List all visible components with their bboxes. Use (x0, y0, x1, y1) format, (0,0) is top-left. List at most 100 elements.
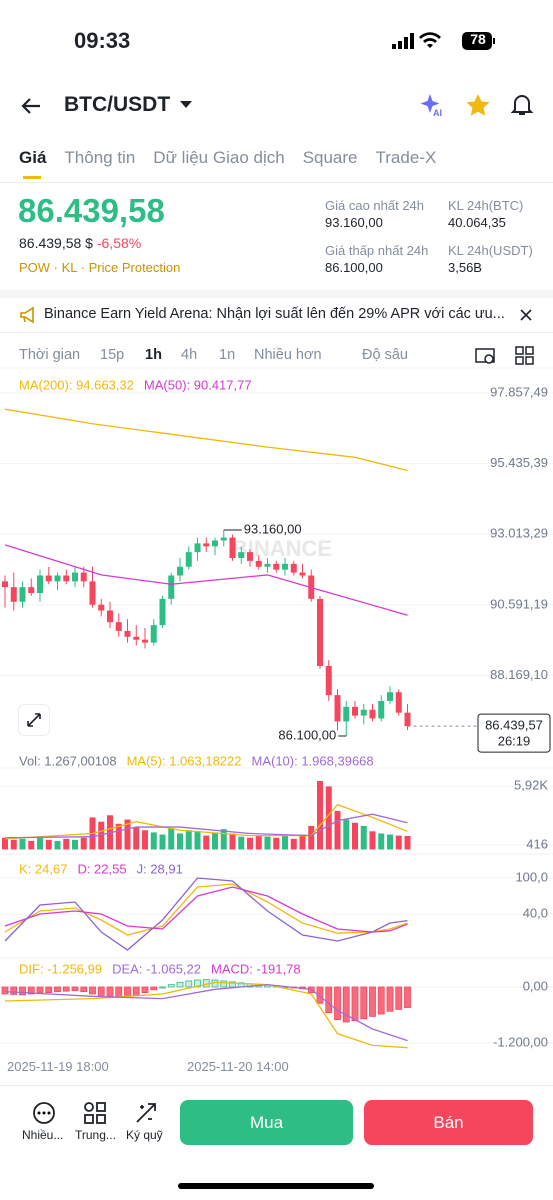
action-label[interactable]: Trung... (75, 1128, 116, 1142)
candle-body (343, 706, 350, 722)
candle-body (369, 709, 376, 719)
macd-bar (369, 986, 376, 1017)
sell-button[interactable]: Bán (364, 1100, 533, 1145)
macd-bar (159, 986, 166, 989)
y-tick-label: 90.591,19 (490, 596, 548, 611)
tab[interactable]: Giá (19, 148, 47, 167)
banner[interactable]: Binance Earn Yield Arena: Nhận lợi suất … (44, 306, 504, 322)
volume-bar (334, 811, 341, 850)
action-label[interactable]: Nhiều... (22, 1128, 64, 1142)
candle-body (107, 610, 113, 623)
legend-entry: MACD: -191,78 (211, 961, 301, 976)
macd-bar (360, 986, 368, 1020)
more-icon[interactable] (32, 1101, 56, 1125)
legend-entry: MA(10): 1.968,39668 (252, 753, 374, 768)
macd-bar (167, 984, 175, 988)
candle-body (203, 543, 210, 547)
expand-button[interactable] (18, 704, 50, 736)
chart-tools[interactable] (475, 346, 535, 366)
status-icons (392, 32, 495, 50)
tabs: Giá Thông tin Dữ liệu Giao dịch Square Trade… (19, 148, 436, 168)
tag[interactable]: Price Protection (88, 260, 181, 275)
y-tick-label: 40,0 (523, 905, 548, 920)
volume-bar (54, 840, 61, 850)
tag[interactable]: KL (61, 260, 78, 275)
tab[interactable]: Thông tin (64, 148, 136, 167)
candle-body (37, 575, 43, 594)
macd-bar (97, 986, 105, 996)
y-tick-label: 93.013,29 (490, 526, 548, 541)
volume-bar (229, 833, 236, 850)
volume-bar (299, 834, 306, 850)
grid-icon[interactable] (83, 1101, 107, 1125)
indicator-line (4, 984, 408, 1042)
macd-bar (1, 986, 9, 995)
megaphone-icon (20, 306, 34, 324)
candle-body (80, 572, 87, 582)
interval[interactable]: 15p (100, 347, 125, 363)
volume-bar (220, 829, 227, 850)
interval[interactable]: Thời gian (19, 347, 81, 363)
candle-body (273, 563, 280, 570)
favorite-icon[interactable] (465, 93, 491, 117)
x-label: 2025-11-19 18:00 (7, 1059, 109, 1074)
macd-bar (54, 986, 61, 993)
x-label: 2025-11-20 14:00 (187, 1059, 289, 1074)
indicator-line (4, 813, 408, 839)
candle-body (19, 587, 26, 602)
candle-body (150, 625, 157, 643)
action-label[interactable]: Ký quỹ (126, 1128, 163, 1142)
macd-bar (80, 986, 88, 993)
macd-bar (132, 986, 140, 996)
volume-bar (28, 840, 35, 850)
margin-icon[interactable] (134, 1101, 158, 1125)
candle-body (229, 537, 236, 558)
candle-body (168, 575, 175, 599)
low-label: 86.100,00 (278, 727, 336, 742)
candle-body (89, 581, 96, 605)
macd-bar (89, 986, 96, 995)
macd-bar (211, 979, 219, 988)
last-price: 86.439,58 (18, 192, 165, 229)
interval[interactable]: 4h (181, 347, 198, 363)
volume-bar (19, 838, 26, 850)
battery: 78 (470, 31, 486, 47)
tags: POW · KL · Price Protection (19, 260, 181, 275)
tab[interactable]: Dữ liệu Giao dịch (153, 148, 285, 167)
macd-bar (150, 986, 158, 991)
pair-title[interactable]: BTC/USDT (64, 93, 171, 116)
y-tick-label: 5,92K (514, 778, 548, 793)
buy-button[interactable]: Mua (180, 1100, 353, 1145)
candle-body (63, 575, 70, 582)
candle-body (352, 706, 358, 716)
divider (0, 290, 553, 298)
high-label: 93.160,00 (244, 521, 302, 536)
interval[interactable]: Nhiều hơn (254, 347, 322, 363)
macd-bar (334, 986, 341, 1021)
interval[interactable]: 1n (219, 347, 236, 363)
alert-icon[interactable] (510, 93, 534, 117)
candle-body (238, 552, 245, 558)
tab[interactable]: Trade-X (375, 148, 437, 167)
back-button[interactable] (20, 95, 42, 117)
candle-body (124, 630, 131, 637)
macd-bar (386, 986, 394, 1012)
volume-bar (133, 827, 140, 850)
candle-body (264, 563, 271, 567)
candle-body (255, 560, 262, 567)
candle-body (194, 543, 201, 553)
interval[interactable]: 1h (145, 347, 162, 363)
interval[interactable]: Độ sâu (362, 347, 408, 363)
volume-bar (387, 834, 393, 850)
tab[interactable]: Square (302, 148, 358, 167)
y-tick-label: 416 (526, 836, 548, 851)
macd-bar (176, 981, 184, 988)
macd-bar (342, 986, 350, 1023)
tag[interactable]: POW (19, 260, 51, 275)
legend-entry: D: 22,55 (77, 861, 126, 876)
close-icon[interactable] (520, 309, 532, 321)
ai-icon[interactable] (420, 92, 446, 118)
volume-bar (63, 838, 70, 850)
y-tick-label: 88.169,10 (490, 667, 548, 682)
